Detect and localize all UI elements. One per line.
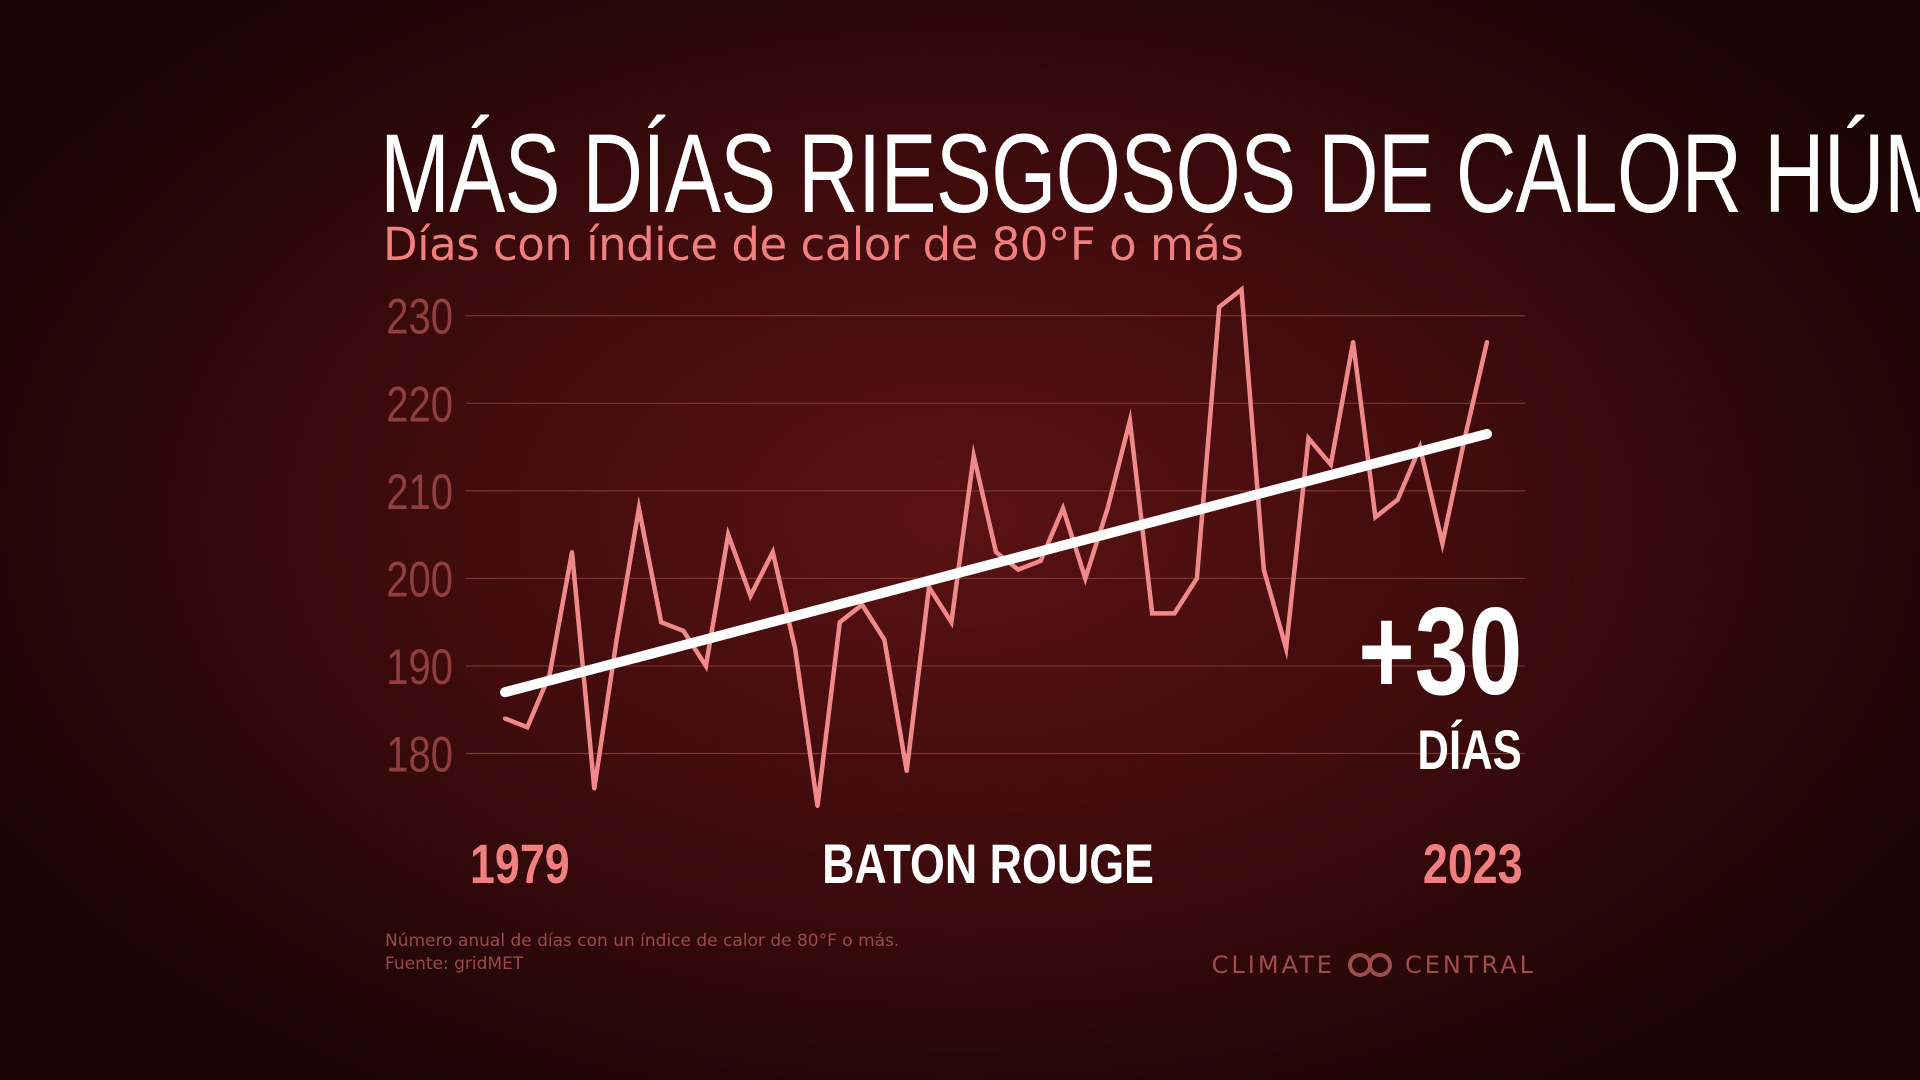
data-point: [837, 620, 842, 625]
x-tick-start: 1979: [470, 832, 570, 895]
data-point: [1016, 567, 1021, 572]
data-point: [1395, 497, 1400, 502]
data-point: [659, 620, 664, 625]
data-point: [1038, 558, 1043, 563]
change-value: +30: [1357, 583, 1522, 721]
data-point: [1440, 541, 1445, 546]
data-point: [636, 506, 641, 511]
x-tick-end: 2023: [1423, 832, 1523, 895]
data-point: [904, 769, 909, 773]
data-point: [1194, 576, 1199, 581]
footnote-source: Fuente: gridMET: [385, 954, 524, 974]
y-tick-label: 200: [386, 551, 453, 607]
data-point: [503, 716, 507, 721]
data-point: [525, 725, 530, 730]
data-point: [1485, 340, 1489, 344]
data-point: [971, 453, 976, 458]
data-point: [592, 786, 597, 791]
gridlines: [466, 315, 1525, 755]
y-axis-tick-labels: 180 190 200 210 220 230: [386, 288, 453, 782]
brand-logo: CLIMATE CENTRAL: [1212, 951, 1536, 979]
footnote-description: Número anual de días con un índice de ca…: [385, 931, 900, 951]
data-point: [1328, 462, 1333, 467]
data-point: [949, 620, 954, 625]
change-unit: DÍAS: [1417, 718, 1522, 781]
data-point: [1261, 567, 1266, 572]
y-tick-label: 190: [386, 639, 453, 695]
data-point: [1105, 506, 1110, 511]
data-point: [1217, 305, 1222, 309]
y-tick-label: 210: [386, 464, 453, 520]
data-point: [1061, 506, 1065, 511]
data-point: [882, 637, 887, 642]
data-point: [703, 664, 708, 668]
data-point: [1172, 611, 1177, 616]
data-point: [927, 585, 931, 590]
data-point: [1127, 418, 1132, 423]
linked-circles-icon: [1347, 953, 1392, 977]
data-point: [1083, 576, 1088, 581]
data-point: [614, 637, 619, 642]
data-point: [726, 532, 731, 537]
series-line: [504, 285, 1490, 807]
y-tick-label: 180: [386, 726, 453, 782]
chart-subtitle: Días con índice de calor de 80°F o más: [383, 218, 1244, 271]
y-tick-label: 220: [386, 376, 453, 432]
data-point: [770, 550, 775, 555]
data-point: [1351, 340, 1356, 344]
data-point: [815, 804, 820, 808]
y-tick-label: 230: [386, 288, 453, 344]
data-point: [793, 646, 798, 651]
data-point: [994, 550, 998, 555]
brand-word-right: CENTRAL: [1404, 951, 1536, 979]
location-label: BATON ROUGE: [822, 832, 1154, 895]
trend-line: [500, 428, 1492, 698]
trend-line-layer: [500, 428, 1492, 698]
series-line-layer: [503, 285, 1490, 808]
data-point: [1284, 646, 1289, 651]
data-point: [1373, 515, 1378, 520]
data-point: [570, 550, 574, 555]
data-point: [681, 628, 686, 633]
data-point: [1306, 436, 1311, 441]
brand-word-left: CLIMATE: [1211, 951, 1335, 979]
data-point: [1150, 611, 1155, 616]
data-point: [748, 593, 753, 598]
data-point: [1239, 287, 1244, 292]
